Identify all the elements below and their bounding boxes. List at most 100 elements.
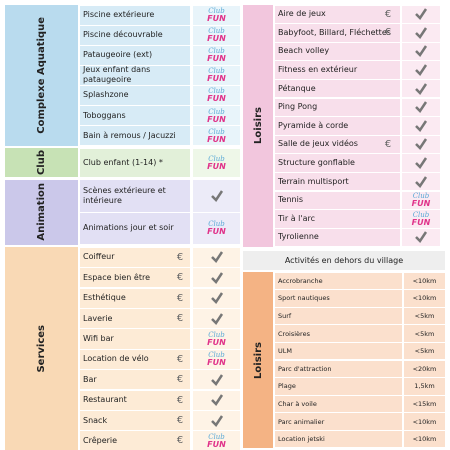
icon-cell [193,268,240,288]
icon-cell: Club FUN [193,85,240,105]
item-cell-text: Tir à l'arc [278,213,315,223]
logo-text: Club [208,432,225,441]
price: € [170,431,190,450]
check-icon [210,312,223,325]
distance-cell: <15km [404,395,445,413]
icon-cell: Club FUN [193,25,240,45]
item-cell-text: Parc animalier [278,417,325,426]
item-cell-text: Tyrolienne [278,232,319,242]
item-cell-text: Scènes extérieure et intérieure [83,185,166,205]
item-cell-text: Piscine découvrable [83,30,163,40]
item-cell-text: Location de vélo [83,354,149,364]
icon-cell [193,370,240,390]
club-fun-logo: Club FUN [207,221,226,236]
item-cell-text: Pataugeoire (ext) [83,50,153,60]
price-text: € [176,435,184,447]
distance-cell: <10km [404,430,445,448]
item-cell-text: Structure gonflable [278,158,355,168]
logo-text: FUN [207,358,226,368]
price-text: € [384,138,392,150]
item-cell: Croisières [275,325,402,342]
price-text: € [176,292,184,304]
item-cell: Structure gonflable [275,154,400,172]
icon-cell: Club FUN [193,329,240,349]
item-cell: Restaurant [80,390,190,410]
logo-text: Club [208,127,225,136]
distance-cell-text: <10km [412,276,437,285]
item-cell-text: Splashzone [83,90,129,100]
price: € [170,410,190,430]
logo-text: FUN [207,114,226,124]
price: € [378,24,398,43]
price-text: € [176,394,184,406]
item-cell: Char à voile [275,395,402,413]
logo-text: Club [208,107,225,116]
section-label: Services [5,247,78,450]
item-cell-text: Bain à remous / Jacuzzi [83,130,176,140]
price: € [170,370,190,390]
price: € [378,5,398,24]
price-text: € [176,374,184,386]
item-cell: Wifi bar [80,329,190,349]
distance-cell-text: 1,5km [414,382,435,391]
check-icon [415,45,428,58]
club-fun-logo: Club FUN [412,210,431,226]
icon-cell [402,61,440,79]
item-cell: Piscine découvrable [80,25,190,45]
item-cell: Parc d'attraction [275,360,402,378]
icon-cell: Club FUN [402,191,440,210]
item-cell-text: Char à voile [278,399,317,408]
icon-cell [193,410,240,431]
icon-cell [402,79,440,98]
distance-cell-text: <5km [414,311,435,320]
club-fun-logo: Club FUN [207,155,226,171]
check-icon [210,414,223,427]
item-cell-text: Tennis [278,195,303,205]
icon-cell [193,390,240,410]
item-cell-text: Toboggans [83,110,126,120]
section-label: Animation [5,179,78,245]
item-cell-text: Snack [83,415,108,425]
item-cell: Espace bien être [80,268,190,288]
distance-cell-text: <5km [414,329,435,338]
item-cell: Crêperie [80,431,190,450]
check-icon [210,394,223,407]
item-cell: Fitness en extérieur [275,61,400,79]
club-fun-logo: Club FUN [207,88,226,103]
item-cell: Aire de jeux [275,5,400,24]
item-cell: Snack [80,410,190,431]
icon-cell [402,24,440,42]
icon-cell [402,135,440,154]
icon-cell: Club FUN [193,5,240,25]
item-cell: Tennis [275,191,400,210]
icon-cell: Club FUN [193,65,240,85]
item-cell-text: Terrain multisport [278,176,349,186]
item-cell-text: Pétanque [278,83,316,93]
check-icon [210,190,223,202]
item-cell: Splashzone [80,85,190,105]
check-icon [210,272,223,284]
item-cell-text: Restaurant [83,395,127,405]
price: € [170,349,190,369]
section-label: Loisirs [243,5,273,247]
price-text: € [176,353,184,365]
item-cell: Jeux enfant dans pataugeoire [80,65,190,85]
item-cell-text: Piscine extérieure [83,10,155,20]
item-cell-text: Ping Pong [278,102,318,112]
logo-text: FUN [207,14,226,24]
item-cell-text: Laverie [83,313,113,323]
icon-cell [402,228,440,247]
club-fun-logo: Club FUN [411,193,431,209]
icon-cell [402,117,440,135]
logo-text: Club [412,210,430,219]
price: € [170,288,190,308]
club-fun-logo: Club FUN [207,107,226,124]
logo-text: FUN [411,199,431,209]
icon-cell [402,172,440,191]
logo-text: FUN [207,161,226,171]
club-fun-logo: Club FUN [207,28,226,43]
section-label: Complexe Aquatique [5,5,78,146]
item-cell: Laverie [80,308,190,329]
check-icon [415,120,428,132]
item-cell-text: Wifi bar [83,333,114,343]
